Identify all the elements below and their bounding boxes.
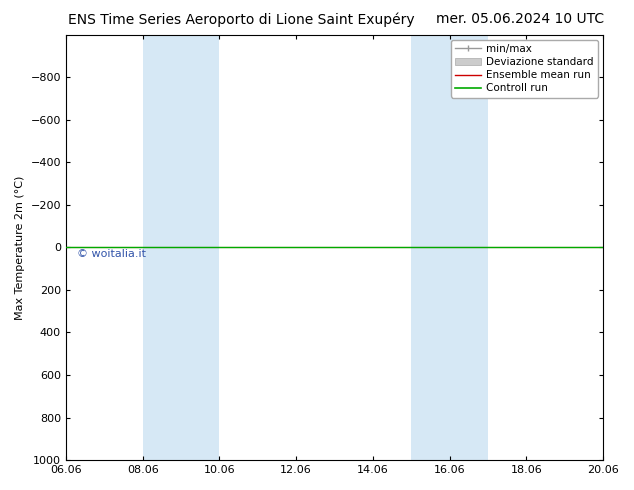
Y-axis label: Max Temperature 2m (°C): Max Temperature 2m (°C) (15, 175, 25, 319)
Text: © woitalia.it: © woitalia.it (77, 249, 146, 260)
Legend: min/max, Deviazione standard, Ensemble mean run, Controll run: min/max, Deviazione standard, Ensemble m… (451, 40, 598, 98)
Text: ENS Time Series Aeroporto di Lione Saint Exupéry: ENS Time Series Aeroporto di Lione Saint… (68, 12, 414, 27)
Bar (411, 35, 488, 460)
Bar (143, 35, 219, 460)
Text: mer. 05.06.2024 10 UTC: mer. 05.06.2024 10 UTC (436, 12, 604, 26)
